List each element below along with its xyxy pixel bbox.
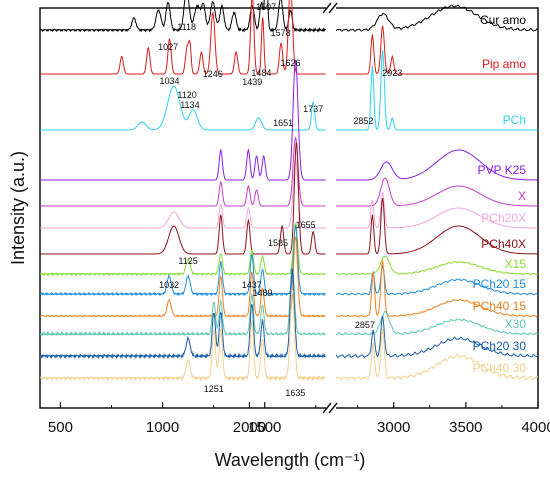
peak-label: 1484 bbox=[251, 68, 271, 78]
peak-label: 1578 bbox=[271, 28, 291, 38]
series-line-right bbox=[336, 149, 538, 181]
peak-label: 1027 bbox=[158, 42, 178, 52]
series-line-right bbox=[335, 264, 538, 296]
axis-break-mark bbox=[322, 402, 332, 414]
series-line-right bbox=[335, 315, 538, 359]
series-line-left bbox=[40, 142, 326, 255]
peak-label: 2857 bbox=[355, 320, 375, 330]
peak-label: 1251 bbox=[204, 384, 224, 394]
series-line-right bbox=[335, 260, 538, 318]
y-axis-title: Intensity (a.u.) bbox=[8, 151, 28, 265]
series-label: PCh20 30 bbox=[473, 339, 527, 353]
peak-label: 1651 bbox=[273, 118, 293, 128]
series-line-left bbox=[39, 225, 326, 297]
peak-label: 1655 bbox=[296, 220, 316, 230]
axis-break-gap bbox=[326, 0, 336, 481]
series-label: PCh40X bbox=[481, 237, 526, 251]
peak-label: 1246 bbox=[203, 69, 223, 79]
series-label: PVP K25 bbox=[478, 163, 527, 177]
series-label: X bbox=[518, 189, 526, 203]
axis-break-mark bbox=[322, 2, 332, 14]
x-tick-label: 3000 bbox=[377, 419, 410, 436]
series-line-left bbox=[40, 236, 326, 318]
series-line-left bbox=[40, 85, 326, 131]
series-layer bbox=[39, 0, 539, 481]
series-line-left bbox=[40, 288, 326, 382]
series-line-right bbox=[335, 310, 539, 336]
peak-label: 1134 bbox=[180, 100, 199, 110]
series-pch40x bbox=[40, 142, 538, 255]
series-line-left bbox=[39, 222, 326, 277]
series-label: X30 bbox=[505, 317, 527, 331]
peak-label: 1125 bbox=[178, 256, 197, 266]
x-axis-title: Wavelength (cm⁻¹) bbox=[215, 450, 366, 470]
series-x15 bbox=[39, 222, 539, 277]
x-tick-label: 500 bbox=[48, 419, 73, 436]
series-label: PCh40 15 bbox=[473, 299, 527, 313]
series-line-right bbox=[336, 50, 538, 131]
series-label: Cur amo bbox=[480, 13, 526, 27]
series-line-right bbox=[336, 191, 538, 229]
peak-label: 1585 bbox=[268, 238, 288, 248]
series-line-right bbox=[335, 328, 539, 381]
series-pch20-30 bbox=[39, 268, 538, 360]
peak-label: 1118 bbox=[177, 22, 196, 32]
series-pch20-15 bbox=[39, 225, 538, 297]
series-labels: Cur amo Pip amo PCh PVP K25 X PCh20X PCh40X X15… bbox=[473, 13, 527, 375]
series-line-right bbox=[336, 198, 538, 255]
series-pch bbox=[40, 50, 538, 131]
axis-break-mark bbox=[328, 402, 338, 414]
x-tick-label: 4000 bbox=[521, 419, 550, 436]
x-tick-label: 1500 bbox=[248, 419, 281, 436]
peak-label: 2852 bbox=[353, 116, 373, 126]
series-label: X15 bbox=[505, 257, 527, 271]
series-x30 bbox=[39, 266, 539, 337]
series-label: PCh40 30 bbox=[473, 361, 527, 375]
series-line-left bbox=[39, 266, 326, 337]
series-line-right bbox=[335, 255, 539, 276]
x-tick-label: 3500 bbox=[449, 419, 482, 436]
peak-label: 1034 bbox=[159, 76, 179, 86]
series-line-right bbox=[336, 25, 538, 75]
series-x bbox=[40, 136, 538, 207]
series-line-left bbox=[39, 268, 326, 360]
series-line-right bbox=[335, 4, 538, 32]
peak-label: 1120 bbox=[177, 90, 196, 100]
series-pvp-k25 bbox=[40, 59, 538, 181]
series-label: PCh20X bbox=[481, 211, 526, 225]
peak-label: 1489 bbox=[252, 288, 272, 298]
peak-label: 2923 bbox=[382, 68, 402, 78]
series-pch40-15 bbox=[40, 236, 538, 318]
series-line-left bbox=[40, 0, 326, 75]
peak-label: 1032 bbox=[159, 280, 179, 290]
x-tick-label: 1000 bbox=[146, 419, 179, 436]
peak-annotations: 1507 1118 1027 1578 1484 1626 1246 1439 1034 1120… bbox=[158, 2, 402, 398]
x-tick-label: 2000 bbox=[233, 419, 266, 436]
series-pch40-30 bbox=[40, 288, 539, 382]
series-pip-amo bbox=[40, 0, 538, 75]
axis-break-mark bbox=[328, 2, 338, 14]
series-label: Pip amo bbox=[482, 57, 526, 71]
series-line-left bbox=[40, 158, 326, 229]
series-cur-amo bbox=[40, 0, 538, 33]
series-line-right bbox=[336, 177, 538, 207]
series-line-left bbox=[40, 0, 327, 33]
peak-label: 1507 bbox=[256, 2, 276, 12]
series-pch20x bbox=[40, 158, 538, 229]
peak-label: 1737 bbox=[303, 104, 323, 114]
peak-label: 1437 bbox=[242, 280, 262, 290]
series-label: PCh20 15 bbox=[473, 277, 527, 291]
series-label: PCh bbox=[503, 113, 526, 127]
peak-label: 1635 bbox=[285, 388, 305, 398]
series-line-left bbox=[40, 59, 326, 181]
series-line-left bbox=[40, 136, 326, 207]
peak-label: 1439 bbox=[242, 77, 262, 87]
peak-label: 1626 bbox=[280, 58, 300, 68]
